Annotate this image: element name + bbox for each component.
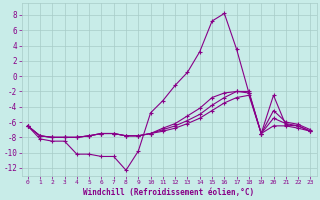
X-axis label: Windchill (Refroidissement éolien,°C): Windchill (Refroidissement éolien,°C) <box>84 188 255 197</box>
